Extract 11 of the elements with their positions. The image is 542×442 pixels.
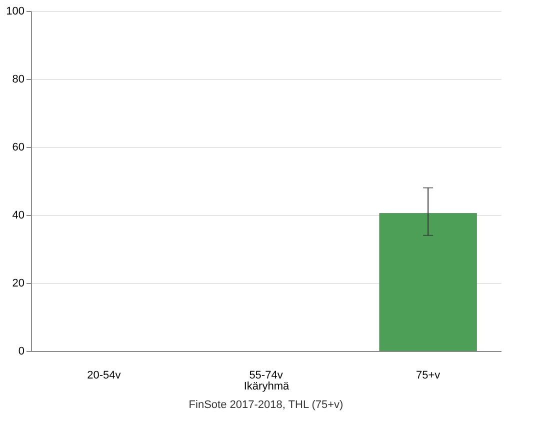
- y-tick-label: 20: [12, 278, 24, 290]
- x-tick-label: 75+v: [416, 370, 441, 382]
- x-tick-label: 55-74v: [249, 370, 284, 382]
- y-tick-label: 60: [12, 142, 24, 154]
- y-tick-label: 100: [6, 6, 24, 18]
- x-tick-label: 20-54v: [87, 370, 122, 382]
- y-tick-label: 80: [12, 74, 24, 86]
- y-tick-label: 40: [12, 210, 24, 222]
- y-tick-label: 0: [18, 346, 24, 358]
- x-axis-title: Ikäryhmä: [244, 380, 290, 392]
- text: FinSote 2017-2018, THL (75+v): [188, 399, 344, 411]
